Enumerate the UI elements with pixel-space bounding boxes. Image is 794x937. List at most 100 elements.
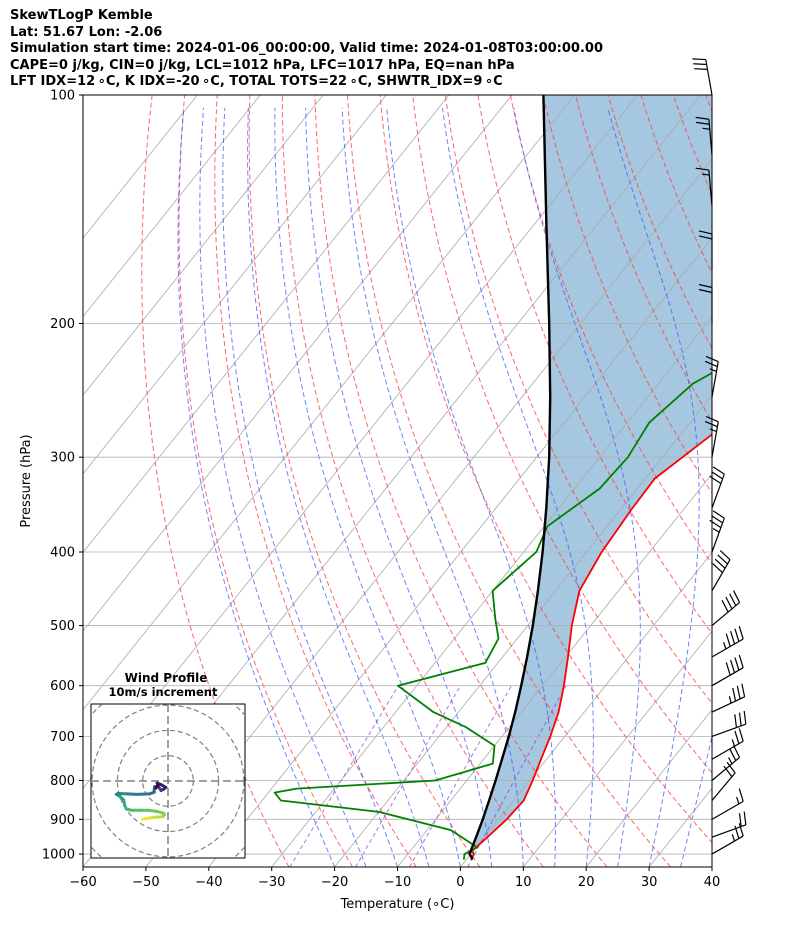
moist-adiabat-line — [177, 107, 336, 867]
moist-adiabat-line — [607, 107, 700, 867]
dewpoint-line — [273, 371, 712, 860]
title-station: SkewTLogP Kemble — [10, 8, 153, 23]
wind-barb-staff — [708, 170, 713, 206]
wind-barb-flag — [725, 596, 733, 610]
dry-adiabat-line — [141, 95, 290, 867]
wind-barb-flag — [730, 659, 736, 673]
dry-adiabat-line — [640, 95, 712, 274]
wind-barb-flag — [738, 712, 742, 726]
x-axis-label: Temperature (∘C) — [340, 897, 455, 912]
moist-adiabat-line — [386, 107, 556, 867]
wind-barb-flag — [712, 510, 725, 519]
wind-barb-flag — [695, 167, 709, 171]
y-tick-label: 600 — [50, 679, 75, 694]
x-tick-label: 20 — [578, 875, 595, 890]
wind-barb-flag — [734, 657, 740, 671]
wind-barb — [711, 550, 731, 592]
wind-barb-flag — [725, 662, 731, 676]
wind-barb — [695, 116, 713, 156]
wind-barb-flag — [725, 633, 731, 647]
wind-barb — [692, 58, 713, 96]
moist-adiabat-line — [441, 107, 594, 867]
isotherm-line — [83, 95, 450, 554]
isotherm-line — [460, 551, 712, 867]
title-location: Lat: 51.67 Lon: -2.06 — [10, 24, 163, 40]
background-lines — [83, 95, 712, 867]
wind-barb — [711, 788, 744, 820]
wind-barb-flag — [734, 730, 740, 744]
mixing-ratio-line — [467, 685, 567, 867]
isotherm-line — [522, 630, 712, 867]
wind-barb-half-flag — [731, 834, 736, 842]
hodograph-title: Wind Profile — [125, 671, 208, 685]
x-tick-label: −50 — [132, 875, 159, 890]
profile-lines — [273, 95, 712, 861]
x-tick-label: 40 — [704, 875, 721, 890]
wind-barb-staff — [711, 638, 744, 658]
isotherm-line — [585, 709, 712, 867]
isotherm-line — [397, 473, 712, 867]
wind-barb-staff — [711, 740, 744, 760]
isotherm-line — [334, 394, 712, 867]
wind-barb-flag — [698, 283, 713, 289]
wind-barb-flag — [695, 116, 709, 120]
wind-barb-flag — [736, 685, 741, 700]
axes: −60 −50 −40 −30 −20 −10 0 10 20 30 40 100 200 300 400 5… — [19, 89, 720, 913]
wind-barb-flag — [721, 599, 729, 613]
wind-barb-flag — [696, 121, 710, 125]
wind-barb-staff — [711, 667, 744, 687]
wind-barb-flag — [714, 558, 726, 569]
wind-barb-flag — [738, 626, 744, 640]
title-stability-indices: LFT IDX=12 ∘C, K IDX=-20 ∘C, TOTAL TOTS=… — [10, 74, 503, 90]
dry-adiabat-line — [281, 95, 544, 867]
x-tick-label: 0 — [456, 875, 464, 890]
x-tick-label: 10 — [515, 875, 532, 890]
wind-barb-flag — [717, 554, 728, 565]
isotherm-line — [83, 95, 198, 239]
x-tick-label: 30 — [641, 875, 658, 890]
dry-adiabat-line — [509, 95, 712, 565]
wind-barb-flag — [726, 761, 736, 774]
wind-barb-half-flag — [731, 739, 736, 747]
wind-barb — [711, 590, 741, 627]
wind-barb-staff — [711, 473, 725, 509]
y-tick-label: 900 — [50, 813, 75, 828]
wind-barb — [709, 466, 725, 509]
wind-barb-flag — [729, 748, 737, 761]
chart-header: SkewTLogP Kemble Lat: 51.67 Lon: -2.06 S… — [10, 8, 603, 91]
title-times: Simulation start time: 2024-01-06_00:00:… — [10, 41, 603, 57]
isotherm-line — [83, 95, 387, 475]
wind-barb-flag — [711, 471, 723, 480]
y-tick-label: 800 — [50, 774, 75, 789]
wind-barb-flag — [730, 631, 736, 645]
isotherm-line — [271, 315, 712, 867]
wind-barb-staff — [711, 559, 731, 592]
wind-barb-half-flag — [702, 127, 710, 130]
hodograph-plot — [91, 704, 245, 858]
dry-adiabat-line — [575, 95, 712, 423]
moist-adiabat-line — [274, 107, 461, 867]
dry-adiabat-line — [248, 95, 481, 867]
mixing-ratio-line — [289, 685, 399, 867]
moist-adiabat-line — [199, 107, 367, 867]
wind-barb-flag — [712, 563, 723, 574]
wind-barb-flag — [698, 288, 713, 294]
y-tick-label: 700 — [50, 730, 75, 745]
wind-barb-staff — [711, 601, 740, 627]
x-tick-label: −10 — [384, 875, 411, 890]
wind-barb-staff — [711, 800, 744, 820]
wind-barb-flag — [743, 811, 747, 825]
wind-barb-half-flag — [736, 796, 740, 805]
dry-adiabat-line — [542, 95, 712, 495]
isotherm-line — [145, 158, 712, 867]
wind-barb-flag — [732, 745, 741, 758]
wind-barb — [711, 823, 744, 855]
wind-barb-staff — [711, 361, 719, 398]
wind-barb-flag — [694, 68, 708, 70]
y-tick-label: 400 — [50, 546, 75, 561]
wind-barb-staff — [711, 835, 744, 855]
wind-barb-flag — [723, 765, 733, 778]
wind-barb-half-flag — [702, 173, 710, 176]
y-tick-label: 300 — [50, 451, 75, 466]
moist-adiabat-line — [341, 107, 524, 867]
